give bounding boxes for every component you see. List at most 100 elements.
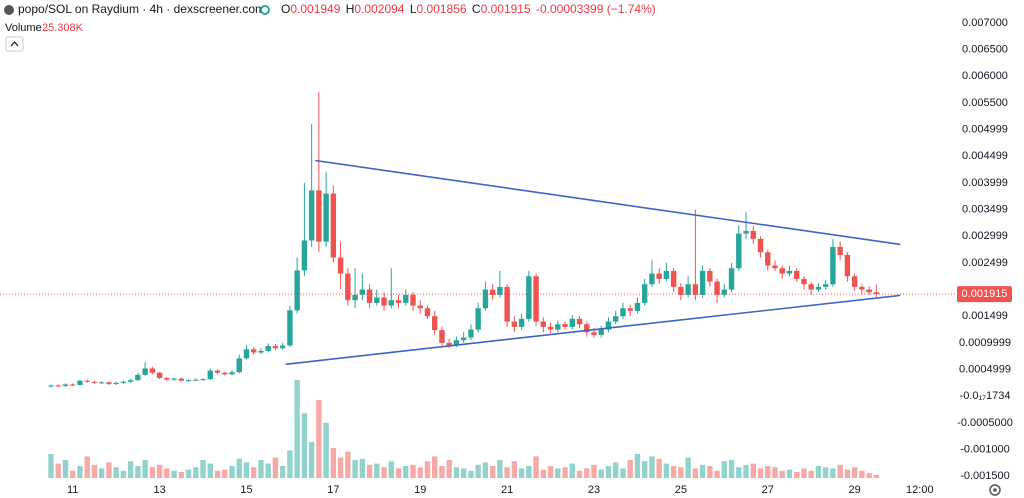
- x-tick-label: 13: [153, 484, 165, 496]
- candle-body: [866, 289, 872, 293]
- collapse-box[interactable]: [5, 36, 24, 52]
- volume-bar: [236, 458, 242, 478]
- candle-body: [591, 332, 597, 335]
- volume-bar: [844, 469, 851, 478]
- volume-bar: [258, 460, 264, 478]
- candle-body: [439, 330, 445, 343]
- volume-bar: [200, 460, 206, 478]
- volume-bar: [337, 457, 344, 478]
- settings-gear[interactable]: [989, 484, 1001, 496]
- candle-body: [533, 276, 539, 322]
- volume-bar: [439, 466, 445, 478]
- volume-bar: [446, 460, 452, 478]
- volume-title: Volume: [5, 22, 42, 34]
- volume-bar: [381, 467, 387, 478]
- candle-body: [106, 382, 112, 384]
- volume-bar: [794, 472, 800, 478]
- candle-body: [432, 316, 438, 331]
- volume-bar: [388, 461, 394, 478]
- volume-bar: [207, 463, 213, 478]
- volume-bar: [77, 466, 83, 478]
- volume-bar: [866, 473, 872, 478]
- volume-bar: [113, 467, 119, 478]
- volume-bar: [366, 464, 373, 478]
- volume-bar: [468, 470, 474, 478]
- volume-bar: [265, 463, 271, 478]
- volume-bar: [801, 468, 807, 478]
- candle-body: [815, 286, 822, 290]
- x-tick-label: 12:00: [906, 484, 934, 496]
- candle-body: [736, 233, 742, 269]
- candle-body: [692, 284, 699, 295]
- collapse-arrow[interactable]: [10, 41, 19, 47]
- candle-body: [801, 278, 807, 285]
- volume-bar: [634, 454, 641, 478]
- volume-bar: [808, 470, 814, 478]
- candle-body: [685, 284, 691, 295]
- candle-body: [830, 246, 836, 285]
- volume-bar: [287, 450, 293, 478]
- settings-center[interactable]: [993, 488, 997, 492]
- candle-body: [229, 372, 235, 375]
- volume-bar: [156, 464, 163, 478]
- volume-bar: [670, 466, 677, 478]
- volume-bars: [48, 380, 880, 478]
- volume-bar: [475, 464, 481, 478]
- volume-bar: [562, 467, 568, 478]
- y-tick-label: 0.0004999: [959, 363, 1011, 375]
- volume-bar: [403, 466, 409, 478]
- volume-bar: [497, 460, 503, 478]
- candle-body: [294, 270, 300, 311]
- volume-bar: [620, 468, 626, 478]
- candle-body: [446, 342, 452, 346]
- volume-bar: [656, 458, 662, 478]
- x-tick-label: 29: [849, 484, 861, 496]
- volume-bar: [649, 456, 655, 478]
- candle-body: [837, 246, 843, 255]
- candle-body: [135, 374, 141, 381]
- volume-bar: [678, 467, 684, 478]
- candle-body: [70, 384, 76, 386]
- volume-bar: [815, 466, 822, 478]
- candles: [48, 92, 880, 388]
- trendline: [285, 294, 901, 366]
- candle-body: [497, 286, 503, 295]
- volume-bar: [432, 456, 438, 478]
- token-icon: [4, 5, 14, 15]
- candle-body: [120, 381, 127, 383]
- volume-bar: [417, 467, 423, 478]
- volume-current: 25.308K: [42, 22, 84, 34]
- candle-body: [757, 238, 764, 253]
- candle-body: [475, 308, 481, 330]
- volume-bar: [736, 467, 742, 478]
- y-tick-label: 0.003499: [962, 203, 1008, 215]
- volume-bar: [533, 456, 539, 478]
- candle-body: [243, 349, 250, 359]
- y-tick-label: 0.006000: [962, 70, 1008, 82]
- candle-body: [808, 284, 814, 290]
- collapse-button[interactable]: [5, 36, 24, 52]
- candle-body: [721, 289, 728, 295]
- volume-bar: [84, 456, 90, 478]
- candle-body: [301, 240, 308, 271]
- volume-bar: [526, 466, 532, 478]
- candle-body: [518, 318, 525, 327]
- candle-body: [149, 368, 156, 373]
- candle-body: [185, 380, 192, 382]
- l-label: L: [410, 2, 417, 16]
- volume-bar: [279, 466, 286, 478]
- candle-body: [605, 321, 612, 330]
- candle-body: [178, 378, 185, 381]
- volume-bar: [345, 451, 351, 478]
- y-tick-label: -0.0005000: [957, 417, 1013, 429]
- settings-button[interactable]: [989, 484, 1001, 496]
- volume-bar: [598, 469, 604, 478]
- change: -0.00003399: [536, 2, 604, 16]
- volume-bar: [323, 422, 329, 478]
- y-tick-label: 0.004999: [962, 123, 1008, 135]
- candle-body: [272, 346, 279, 349]
- x-tick-label: 21: [501, 484, 513, 496]
- candle-body: [569, 318, 575, 327]
- volume-bar: [851, 467, 858, 478]
